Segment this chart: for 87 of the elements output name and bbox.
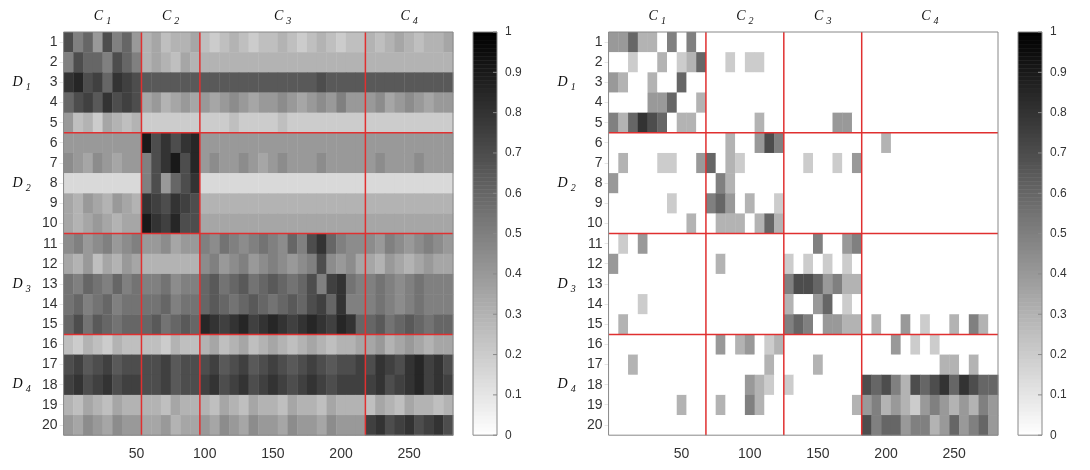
color-bar-label: 0.2 <box>1050 346 1068 361</box>
y-tick-label: 14 <box>586 295 603 312</box>
x-tick-label: 200 <box>329 445 353 462</box>
y-tick-label: 10 <box>586 214 603 231</box>
y-tick-label: 20 <box>586 415 603 432</box>
color-bar-label: 0.7 <box>1050 145 1068 160</box>
color-bar-label: 0.1 <box>505 387 523 402</box>
x-tick-label: 250 <box>942 445 967 462</box>
color-bar-label: 0.5 <box>505 225 523 240</box>
color-bar-label: 0.9 <box>505 64 523 79</box>
x-tick-label: 100 <box>193 445 217 462</box>
y-tick-label: 9 <box>49 194 58 211</box>
text: C4 <box>921 7 939 26</box>
text: D4 <box>11 376 31 395</box>
x-tick-label: 50 <box>673 445 690 462</box>
color-bar-label: 0 <box>505 427 512 442</box>
y-tick-label: 6 <box>594 133 603 150</box>
color-bar-label: 0.4 <box>1050 266 1068 281</box>
y-tick-label: 2 <box>49 53 58 70</box>
y-tick-label: 19 <box>41 395 58 412</box>
y-tick-label: 4 <box>49 93 58 110</box>
y-tick-label: 20 <box>41 415 58 432</box>
y-tick-label: 12 <box>586 254 603 271</box>
y-tick-label: 7 <box>594 153 603 170</box>
y-tick-label: 19 <box>586 395 603 412</box>
color-bar-label: 0.3 <box>505 306 523 321</box>
color-bar-label: 0.6 <box>1050 185 1068 200</box>
y-tick-label: 3 <box>594 73 603 90</box>
x-tick-label: 50 <box>128 445 145 462</box>
y-tick-label: 18 <box>586 375 603 392</box>
color-bar-label: 0.5 <box>1050 225 1068 240</box>
text: D2 <box>556 174 576 193</box>
text: D2 <box>11 174 31 193</box>
y-tick-label: 3 <box>49 73 58 90</box>
y-tick-label: 2 <box>594 53 603 70</box>
color-bar-label: 0.8 <box>1050 104 1068 119</box>
color-bar-label: 0.2 <box>505 346 523 361</box>
y-tick-label: 1 <box>49 32 58 49</box>
color-bar-label: 0.6 <box>505 185 523 200</box>
text: C3 <box>273 7 292 26</box>
color-bar-label: 0.1 <box>1050 387 1068 402</box>
text: C2 <box>162 7 180 26</box>
y-tick-label: 15 <box>41 315 58 332</box>
y-tick-label: 16 <box>41 335 58 352</box>
y-tick-label: 14 <box>41 295 58 312</box>
color-bar-label: 0.9 <box>1050 64 1068 79</box>
y-tick-label: 15 <box>586 315 603 332</box>
x-tick-label: 200 <box>874 445 898 462</box>
text: C3 <box>814 7 832 26</box>
y-tick-label: 9 <box>594 194 603 211</box>
x-tick-label: 100 <box>738 445 762 462</box>
y-tick-label: 13 <box>586 274 603 291</box>
y-tick-label: 10 <box>41 214 58 231</box>
y-tick-label: 4 <box>594 93 603 110</box>
y-tick-label: 6 <box>49 133 58 150</box>
text: D3 <box>11 275 31 294</box>
text: D4 <box>556 376 576 395</box>
color-bar-label: 0.7 <box>505 145 523 160</box>
color-bar-label: 0 <box>1050 427 1057 442</box>
text: C1 <box>648 7 666 26</box>
y-tick-label: 7 <box>49 153 58 170</box>
y-tick-label: 17 <box>41 355 58 372</box>
y-tick-label: 18 <box>41 375 58 392</box>
text: D1 <box>11 74 31 93</box>
y-tick-label: 5 <box>49 113 58 130</box>
y-tick-label: 11 <box>588 234 603 251</box>
text: C4 <box>400 7 418 26</box>
text: D1 <box>556 74 576 93</box>
color-bar-label: 0.3 <box>1050 306 1068 321</box>
y-tick-label: 5 <box>594 113 603 130</box>
y-tick-label: 16 <box>586 335 603 352</box>
y-tick-label: 8 <box>49 174 58 191</box>
x-tick-label: 150 <box>261 445 285 462</box>
y-tick-label: 12 <box>41 254 58 271</box>
text: C2 <box>736 7 754 26</box>
color-bar-label: 1 <box>1050 24 1057 39</box>
x-tick-label: 250 <box>397 445 422 462</box>
y-tick-label: 11 <box>43 234 58 251</box>
x-tick-label: 150 <box>806 445 830 462</box>
text: D3 <box>556 275 576 294</box>
y-tick-label: 17 <box>586 355 603 372</box>
color-bar-label: 0.4 <box>505 266 523 281</box>
y-tick-label: 1 <box>594 32 603 49</box>
y-tick-label: 13 <box>41 274 58 291</box>
y-tick-label: 8 <box>594 174 603 191</box>
color-bar-label: 1 <box>505 24 512 39</box>
color-bar-label: 0.8 <box>505 104 523 119</box>
